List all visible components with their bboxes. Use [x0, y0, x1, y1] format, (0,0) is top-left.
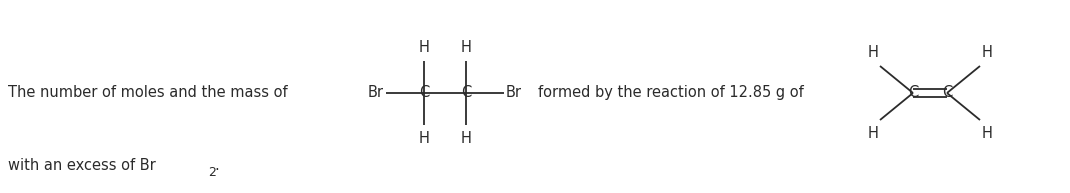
Text: H: H	[981, 126, 993, 141]
Text: C: C	[942, 85, 952, 101]
Text: .: .	[214, 157, 218, 173]
Text: with an excess of Br: with an excess of Br	[7, 157, 156, 173]
Text: Br: Br	[368, 85, 384, 101]
Text: H: H	[868, 45, 878, 60]
Text: H: H	[418, 40, 429, 55]
Text: Br: Br	[506, 85, 522, 101]
Text: C: C	[907, 85, 918, 101]
Text: H: H	[460, 40, 472, 55]
Text: 2: 2	[208, 167, 216, 179]
Text: C: C	[418, 85, 429, 101]
Text: H: H	[868, 126, 878, 141]
Text: H: H	[981, 45, 993, 60]
Text: C: C	[461, 85, 471, 101]
Text: H: H	[460, 131, 472, 146]
Text: formed by the reaction of 12.85 g of: formed by the reaction of 12.85 g of	[538, 85, 804, 101]
Text: The number of moles and the mass of: The number of moles and the mass of	[7, 85, 288, 101]
Text: H: H	[418, 131, 429, 146]
